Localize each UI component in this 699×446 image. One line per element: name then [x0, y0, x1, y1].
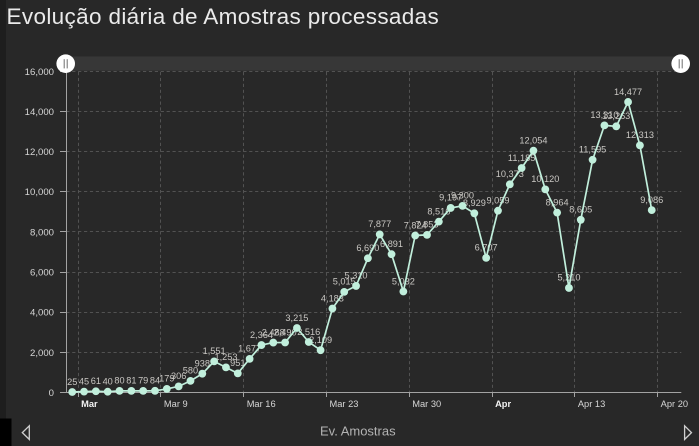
svg-text:Evolução diária de Amostras pr: Evolução diária de Amostras processadas	[7, 4, 440, 29]
svg-text:16,000: 16,000	[25, 67, 54, 78]
svg-text:1,551: 1,551	[203, 346, 226, 356]
svg-text:9,197: 9,197	[439, 193, 462, 203]
svg-text:13,310: 13,310	[590, 110, 618, 120]
svg-text:10,120: 10,120	[531, 174, 559, 184]
svg-text:Mar 23: Mar 23	[329, 399, 358, 409]
svg-text:10,000: 10,000	[25, 187, 54, 198]
svg-text:14,477: 14,477	[614, 87, 642, 97]
svg-text:5,210: 5,210	[557, 273, 580, 283]
svg-text:2,109: 2,109	[309, 335, 332, 345]
svg-text:6,891: 6,891	[380, 239, 403, 249]
svg-text:11,595: 11,595	[579, 145, 606, 155]
svg-text:45: 45	[79, 376, 89, 386]
svg-text:61: 61	[91, 376, 101, 386]
svg-text:1,677: 1,677	[238, 344, 261, 354]
svg-text:40: 40	[103, 377, 113, 387]
svg-text:80: 80	[114, 376, 124, 386]
svg-text:306: 306	[171, 371, 186, 381]
svg-text:4,183: 4,183	[321, 293, 344, 303]
svg-text:6,690: 6,690	[356, 243, 379, 253]
svg-text:Ev. Amostras: Ev. Amostras	[320, 424, 396, 439]
svg-text:12,000: 12,000	[25, 147, 54, 158]
svg-text:0: 0	[49, 388, 54, 399]
svg-text:84: 84	[150, 376, 160, 386]
svg-text:12,054: 12,054	[519, 135, 547, 145]
svg-text:3,215: 3,215	[285, 313, 308, 323]
svg-text:2,516: 2,516	[297, 327, 320, 337]
svg-text:8,605: 8,605	[569, 205, 592, 215]
svg-text:7,824: 7,824	[404, 220, 427, 230]
svg-text:25: 25	[67, 377, 77, 387]
svg-text:Mar 30: Mar 30	[412, 399, 441, 409]
svg-text:580: 580	[183, 366, 198, 376]
svg-text:5,310: 5,310	[345, 271, 368, 281]
svg-text:4,000: 4,000	[30, 308, 54, 319]
svg-text:5,015: 5,015	[333, 277, 356, 287]
svg-text:9,059: 9,059	[486, 196, 509, 206]
svg-text:2,000: 2,000	[30, 348, 54, 359]
svg-text:Mar: Mar	[81, 399, 98, 409]
svg-text:10,373: 10,373	[496, 169, 524, 179]
svg-text:Mar 16: Mar 16	[247, 399, 276, 409]
svg-text:8,929: 8,929	[463, 198, 486, 208]
svg-text:11,185: 11,185	[508, 153, 535, 163]
svg-text:14,000: 14,000	[25, 107, 54, 118]
svg-text:Apr: Apr	[495, 399, 511, 409]
svg-text:179: 179	[159, 374, 174, 384]
svg-text:6,000: 6,000	[30, 267, 54, 278]
svg-text:9,086: 9,086	[640, 195, 663, 205]
svg-text:7,853: 7,853	[416, 220, 439, 230]
svg-text:Apr 13: Apr 13	[578, 399, 605, 409]
svg-text:12,313: 12,313	[626, 130, 654, 140]
svg-text:8,516: 8,516	[427, 206, 450, 216]
svg-text:Mar 9: Mar 9	[164, 399, 188, 409]
svg-text:81: 81	[126, 376, 136, 386]
svg-text:2,490: 2,490	[274, 327, 297, 337]
svg-text:2,488: 2,488	[262, 327, 285, 337]
svg-text:5,032: 5,032	[392, 276, 415, 286]
svg-text:8,000: 8,000	[30, 227, 54, 238]
svg-text:Apr 20: Apr 20	[661, 399, 688, 409]
svg-text:7,877: 7,877	[368, 219, 391, 229]
svg-text:2,364: 2,364	[250, 330, 273, 340]
svg-text:9,300: 9,300	[451, 191, 474, 201]
svg-text:8,964: 8,964	[546, 197, 569, 207]
svg-text:79: 79	[138, 376, 148, 386]
svg-text:6,707: 6,707	[475, 243, 498, 253]
svg-text:13,263: 13,263	[602, 111, 630, 121]
svg-text:1,253: 1,253	[214, 352, 237, 362]
svg-text:938: 938	[195, 358, 210, 368]
svg-text:951: 951	[230, 358, 245, 368]
